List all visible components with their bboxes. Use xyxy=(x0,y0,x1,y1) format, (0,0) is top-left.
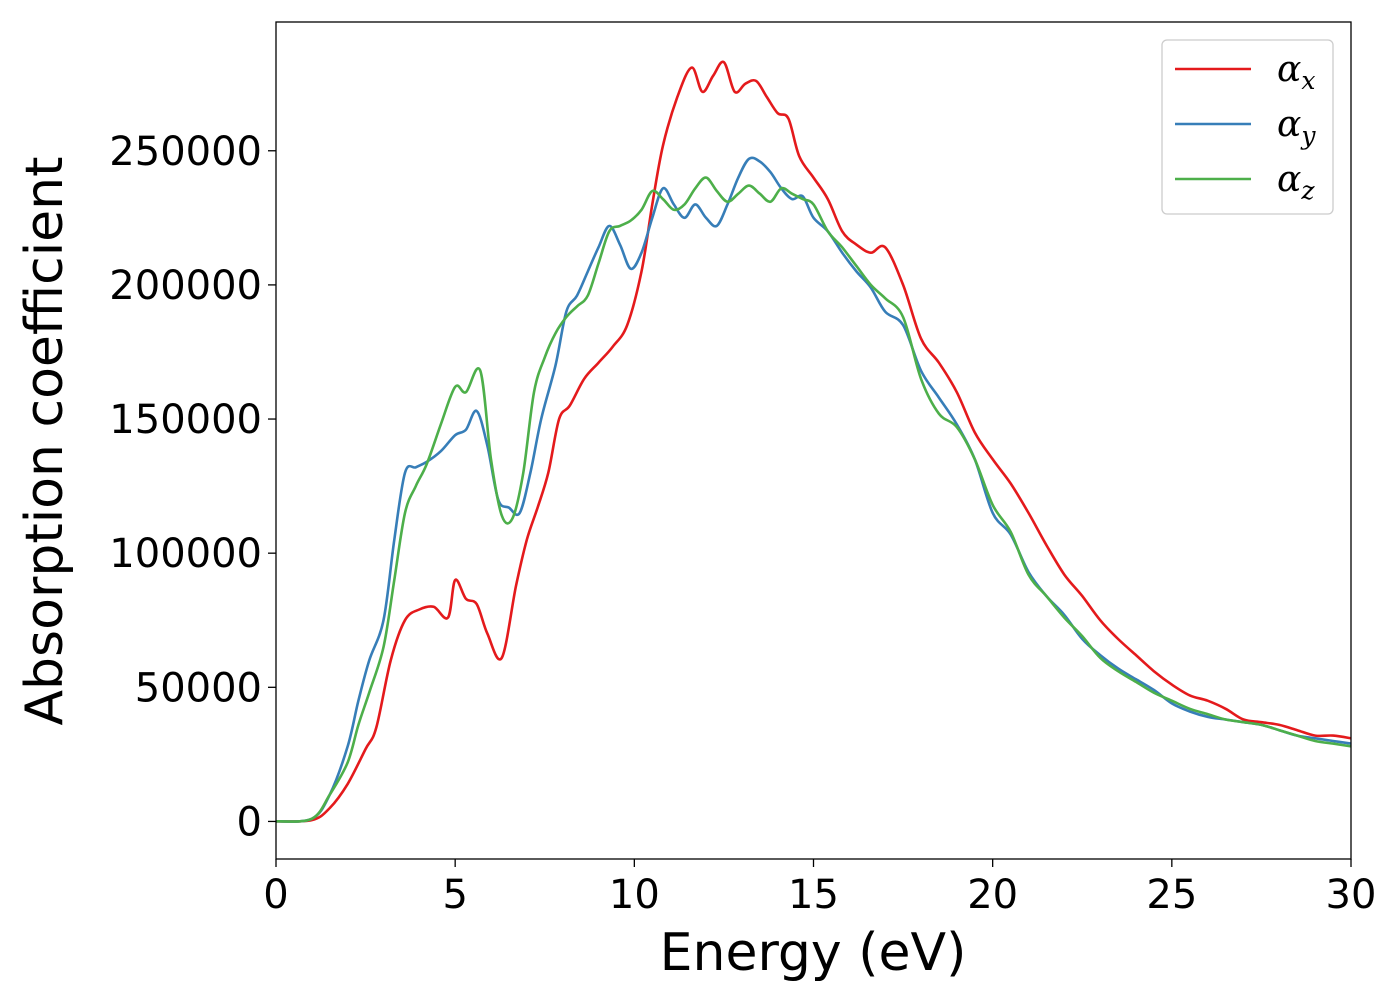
x-tick-label: 5 xyxy=(442,872,467,918)
legend: αx αy αz xyxy=(1161,39,1334,215)
x-axis-label: Energy (eV) xyxy=(660,923,967,983)
legend-label-x: αx xyxy=(1277,49,1315,95)
y-axis-label: Absorption coefficient xyxy=(15,156,75,725)
x-tick-label: 10 xyxy=(609,872,660,918)
y-tick-label: 0 xyxy=(237,799,262,845)
legend-box xyxy=(1161,39,1334,215)
x-axis-ticks: 0 5 10 15 20 25 30 xyxy=(263,859,1376,918)
series-line-x xyxy=(276,60,1351,823)
y-tick-label: 200000 xyxy=(109,263,262,309)
y-tick-label: 100000 xyxy=(109,531,262,577)
legend-label-z: αz xyxy=(1277,159,1315,205)
x-tick-label: 25 xyxy=(1146,872,1197,918)
x-tick-label: 30 xyxy=(1326,872,1377,918)
legend-label-y: αy xyxy=(1277,104,1316,150)
x-tick-label: 15 xyxy=(788,872,839,918)
x-tick-label: 20 xyxy=(967,872,1018,918)
series-layer xyxy=(276,60,1351,823)
y-axis-ticks: 0 50000 100000 150000 200000 250000 xyxy=(109,129,276,845)
y-tick-label: 250000 xyxy=(109,129,262,175)
series-line-z xyxy=(276,176,1351,823)
y-tick-label: 150000 xyxy=(109,397,262,443)
legend-entries: αx αy αz xyxy=(1175,49,1316,205)
x-tick-label: 0 xyxy=(263,872,288,918)
series-line-y xyxy=(276,156,1351,823)
y-tick-label: 50000 xyxy=(135,665,262,711)
